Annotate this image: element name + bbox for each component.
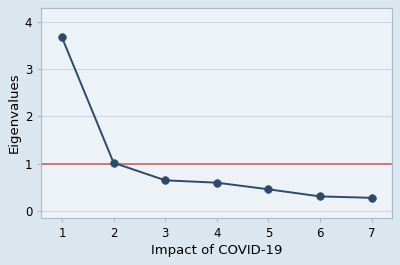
X-axis label: Impact of COVID-19: Impact of COVID-19	[151, 244, 282, 257]
Y-axis label: Eigenvalues: Eigenvalues	[8, 73, 21, 153]
